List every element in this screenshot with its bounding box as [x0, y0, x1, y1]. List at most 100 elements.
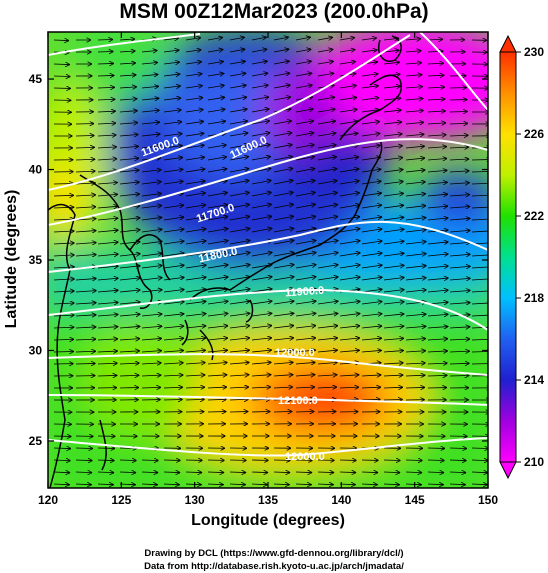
- colorbar-upper-arrow: [499, 34, 517, 53]
- wind-arrow: [185, 110, 203, 112]
- wind-arrow: [339, 217, 359, 221]
- wind-arrow: [207, 97, 224, 101]
- wind-arrow: [119, 218, 140, 220]
- wind-arrow: [141, 253, 162, 257]
- wind-arrow: [339, 277, 360, 281]
- wind-arrow: [207, 375, 227, 376]
- wind-arrow: [273, 121, 291, 125]
- wind-arrow: [207, 326, 227, 328]
- wind-arrow: [427, 351, 447, 352]
- wind-arrow: [361, 50, 377, 52]
- wind-arrow: [97, 87, 114, 88]
- wind-arrow: [471, 231, 488, 232]
- wind-arrow: [229, 338, 249, 340]
- wind-arrow: [383, 484, 399, 485]
- wind-arrow: [317, 217, 337, 221]
- wind-arrow: [251, 169, 270, 173]
- wind-arrow: [295, 375, 315, 376]
- wind-arrow: [207, 50, 223, 52]
- wind-arrow: [273, 85, 290, 89]
- wind-arrow: [75, 363, 95, 364]
- wind-arrow: [273, 387, 292, 388]
- wind-arrow: [185, 301, 206, 305]
- wind-arrow: [229, 85, 246, 89]
- wind-arrow: [383, 290, 404, 292]
- wind-arrow: [53, 472, 69, 473]
- wind-arrow: [361, 181, 381, 185]
- x-tick-label: 150: [478, 493, 498, 507]
- wind-arrow: [185, 338, 205, 340]
- wind-arrow: [75, 171, 95, 172]
- wind-arrow: [75, 339, 95, 340]
- wind-arrow: [163, 110, 181, 112]
- wind-arrow: [449, 290, 470, 292]
- wind-arrow: [339, 375, 359, 376]
- wind-arrow: [141, 86, 158, 88]
- wind-arrow: [141, 194, 161, 196]
- wind-arrow: [141, 472, 157, 473]
- coastlines: [48, 35, 402, 488]
- wind-arrow: [141, 387, 160, 388]
- wind-arrow: [273, 204, 293, 209]
- wind-arrow: [251, 277, 272, 281]
- wind-arrow: [163, 363, 183, 364]
- wind-arrow: [207, 363, 227, 364]
- wind-arrow: [97, 159, 116, 160]
- wind-arrow: [405, 39, 420, 40]
- wind-arrow: [207, 387, 226, 388]
- wind-arrow: [361, 375, 381, 376]
- wind-arrow: [229, 37, 244, 40]
- wind-arrow: [207, 217, 227, 221]
- wind-arrow: [251, 204, 271, 209]
- wind-arrow: [383, 302, 404, 304]
- wind-arrow: [427, 266, 448, 268]
- wind-arrow: [207, 472, 223, 473]
- wind-arrow: [295, 313, 316, 317]
- wind-arrow: [295, 387, 314, 388]
- wind-arrow: [119, 170, 139, 172]
- wind-arrow: [75, 195, 95, 196]
- wind-arrow: [163, 205, 183, 209]
- wind-arrow: [141, 266, 162, 269]
- wind-arrow: [361, 314, 382, 316]
- wind-arrow: [251, 228, 271, 233]
- wind-arrow: [163, 484, 179, 485]
- wind-arrow: [251, 109, 269, 113]
- wind-arrow: [251, 484, 267, 485]
- wind-arrow: [273, 133, 291, 137]
- wind-arrow: [185, 133, 204, 137]
- wind-arrow: [383, 50, 399, 52]
- wind-arrow: [229, 289, 250, 293]
- wind-arrow: [163, 277, 184, 281]
- wind-arrow: [317, 97, 334, 101]
- wind-arrow: [317, 484, 333, 485]
- wind-arrow: [119, 484, 135, 485]
- wind-arrow: [163, 62, 179, 64]
- wind-arrow: [361, 110, 379, 112]
- wind-arrow: [229, 313, 250, 317]
- wind-arrow: [207, 38, 222, 40]
- wind-arrow: [295, 253, 316, 257]
- wind-arrow: [185, 277, 206, 281]
- wind-arrow: [383, 193, 403, 197]
- wind-arrow: [295, 350, 315, 352]
- wind-arrow: [97, 123, 115, 124]
- wind-arrow: [317, 145, 336, 149]
- wind-arrow: [383, 351, 403, 352]
- wind-arrow: [229, 265, 250, 269]
- wind-arrow: [273, 326, 293, 328]
- wind-arrow: [339, 229, 360, 233]
- wind-arrow: [185, 62, 201, 64]
- wind-arrow: [317, 229, 338, 233]
- wind-arrow: [273, 49, 289, 53]
- colorbar: 210 214 218 222 226 230: [499, 34, 544, 480]
- wind-arrow: [119, 158, 138, 160]
- wind-arrow: [295, 265, 316, 269]
- wind-arrow: [471, 327, 488, 328]
- wind-arrow: [75, 351, 95, 352]
- wind-arrow: [339, 86, 356, 88]
- wind-arrow: [471, 267, 488, 268]
- wind-arrow: [185, 193, 205, 197]
- wind-arrow: [383, 338, 403, 340]
- wind-arrow: [273, 265, 294, 269]
